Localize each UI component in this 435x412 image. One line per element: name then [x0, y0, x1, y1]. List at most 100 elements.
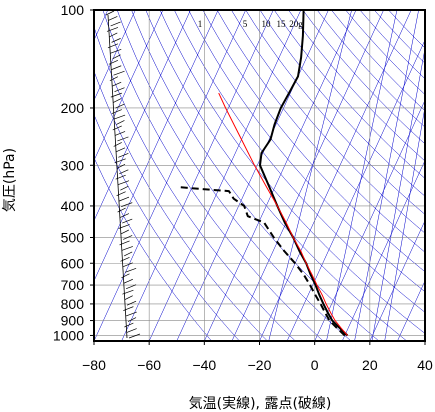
mixing-ratio-labels: 1 5 10 15 20g	[198, 19, 304, 29]
x-tick-label: 40	[417, 357, 433, 373]
dry-adiabat-line	[245, 10, 425, 215]
wind-barb	[110, 21, 121, 27]
wind-barb	[116, 120, 125, 125]
skew-reference-lines	[94, 10, 425, 341]
mixing-ratio-label: 5	[243, 19, 248, 29]
dry-adiabat-line	[94, 26, 296, 341]
y-axis-title: 気圧(hPa)	[2, 148, 18, 212]
wind-barb	[108, 16, 118, 21]
wind-barb-staff	[107, 14, 128, 339]
dry-adiabat-line	[94, 70, 268, 341]
x-tick-label: −40	[192, 357, 216, 373]
wind-barb	[121, 246, 133, 251]
dry-adiabat-line	[231, 10, 425, 234]
y-tick-label: 200	[61, 100, 85, 116]
wind-barb	[126, 300, 137, 306]
wind-barb	[125, 311, 137, 317]
isotherm-line	[286, 39, 425, 341]
dry-adiabat-line	[102, 10, 324, 341]
isotherm-line	[397, 280, 425, 341]
isotherm-line	[94, 10, 136, 101]
wind-barb	[118, 196, 130, 202]
wind-barb	[123, 278, 133, 284]
dry-adiabat-line	[316, 10, 425, 128]
wind-barb	[109, 32, 118, 38]
wind-barb	[121, 273, 130, 279]
wind-barb	[119, 213, 130, 218]
y-tick-label: 1000	[53, 327, 84, 343]
wind-barb	[123, 235, 133, 240]
dry-adiabat-line	[302, 10, 425, 145]
wind-barb	[110, 48, 122, 54]
wind-barb	[118, 224, 130, 229]
x-tick-label: 0	[311, 357, 319, 373]
mixing-ratio-label: 20g	[289, 19, 303, 29]
dry-adiabat-line	[259, 10, 425, 197]
dry-adiabat-line	[273, 10, 425, 179]
isotherm-line	[424, 340, 425, 341]
wind-barb	[114, 131, 126, 136]
wind-barb	[114, 158, 126, 164]
dry-adiabat-line	[116, 10, 352, 341]
wind-barb	[124, 295, 133, 300]
isotherm-line	[94, 10, 164, 162]
isotherm-line	[94, 10, 191, 222]
wind-barb	[107, 43, 119, 49]
x-tick-label: 20	[362, 357, 378, 373]
wind-barb	[114, 87, 125, 92]
wind-barb	[124, 322, 134, 328]
x-tick-label: −80	[82, 357, 106, 373]
dry-adiabat-line	[359, 10, 425, 80]
y-tick-label: 300	[61, 157, 85, 173]
y-tick-label: 900	[61, 313, 85, 329]
isotherm-line	[231, 10, 384, 341]
wind-barb	[116, 163, 126, 169]
wind-barb	[112, 81, 122, 87]
wind-barb	[122, 218, 133, 224]
wind-barb	[127, 317, 137, 322]
mixing-ratio-line	[354, 10, 419, 341]
mixing-ratio-label: 1	[198, 19, 203, 29]
temperature-line	[259, 10, 349, 337]
y-tick-label: 600	[61, 255, 85, 271]
wind-barb	[122, 262, 133, 268]
dry-adiabat-line	[131, 10, 380, 341]
y-tick-label: 800	[61, 296, 85, 312]
wind-barb	[111, 109, 122, 114]
wind-barb	[118, 153, 129, 158]
wind-barb	[119, 169, 129, 175]
wind-barb	[113, 114, 126, 120]
wind-barb	[111, 38, 121, 43]
wind-barb	[116, 191, 126, 196]
dry-adiabat-line	[216, 10, 425, 253]
dry-adiabat-line	[159, 10, 425, 334]
dry-adiabat-line	[202, 10, 425, 273]
wind-barb	[115, 147, 126, 153]
dry-adiabat-line	[94, 113, 240, 341]
isotherm-line	[121, 10, 274, 341]
wind-barb	[111, 65, 122, 71]
isotherm-line	[148, 10, 302, 341]
x-axis: −80 −60 −40 −20 0 20 40	[82, 341, 433, 373]
wind-barb	[113, 142, 122, 147]
dry-adiabat-line	[388, 10, 425, 49]
parcel-line	[218, 92, 348, 336]
dry-adiabat-line	[331, 10, 425, 112]
wind-barb	[120, 229, 130, 235]
wind-barb	[122, 289, 134, 295]
wind-barb	[126, 328, 137, 333]
mixing-ratio-line	[371, 47, 425, 341]
wind-barb	[123, 306, 134, 311]
dry-adiabat-line	[288, 10, 425, 162]
wind-barb	[112, 125, 122, 131]
mixing-ratio-line	[326, 10, 398, 341]
wind-barb	[119, 240, 130, 246]
wind-barb	[109, 76, 119, 82]
wind-barb	[124, 251, 133, 257]
isotherm-line	[314, 99, 425, 341]
wind-barb	[112, 54, 121, 60]
isotherm-line	[176, 10, 329, 341]
wind-barb	[125, 284, 137, 290]
wind-barb	[110, 92, 122, 98]
